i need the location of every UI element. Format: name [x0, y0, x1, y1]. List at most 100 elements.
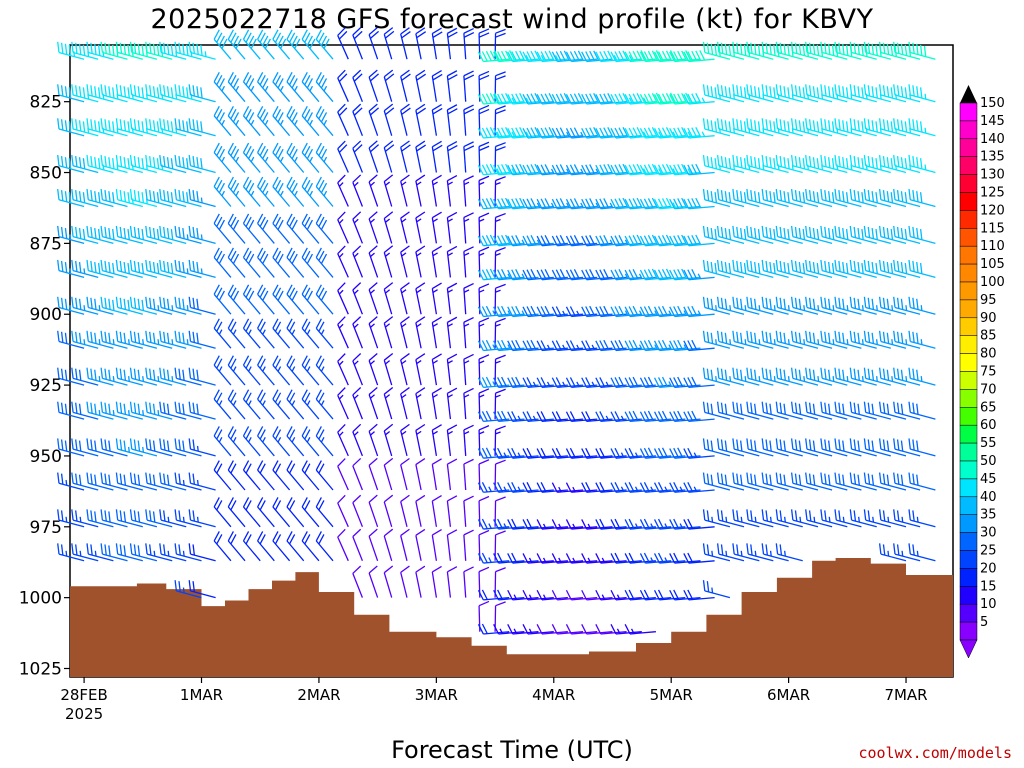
terrain-layer	[70, 558, 953, 677]
wind-barb	[286, 71, 305, 103]
wind-barb	[159, 401, 187, 420]
wind-barb	[732, 543, 760, 562]
wind-barb	[129, 367, 158, 386]
wind-barb	[129, 188, 158, 208]
wind-barb	[507, 235, 539, 247]
colorbar-swatch	[959, 389, 978, 408]
wind-barb	[257, 318, 275, 349]
colorbar-swatch	[959, 210, 978, 229]
wind-barb	[368, 140, 380, 173]
wind-barb	[565, 589, 598, 601]
wind-barb	[71, 188, 99, 208]
wind-barb	[383, 423, 394, 457]
wind-barb	[863, 188, 891, 208]
wind-barb	[849, 296, 877, 315]
wind-barb	[878, 188, 907, 208]
wind-barbs	[57, 27, 936, 635]
wind-barb	[775, 543, 803, 562]
wind-barb	[227, 318, 246, 349]
colorbar-label: 20	[980, 561, 997, 576]
wind-barb	[683, 127, 715, 139]
colorbar-label: 115	[980, 221, 1005, 236]
wind-barb	[761, 401, 789, 420]
wind-barb	[301, 213, 320, 244]
wind-barb	[174, 472, 202, 491]
wind-barb	[536, 164, 568, 176]
colorbar-label: 10	[980, 597, 997, 612]
wind-barb	[761, 296, 789, 315]
wind-barb	[213, 142, 232, 173]
wind-barb	[494, 601, 506, 632]
wind-barb	[669, 339, 701, 352]
colorbar-swatch	[959, 156, 978, 175]
wind-barb	[286, 497, 305, 528]
wind-barb	[352, 353, 364, 386]
wind-barb	[415, 458, 426, 491]
chart-title: 2025022718 GFS forecast wind profile (kt…	[150, 4, 873, 35]
wind-barb	[272, 247, 291, 278]
wind-barb	[227, 460, 246, 491]
wind-barb	[893, 472, 921, 491]
wind-barb	[368, 528, 379, 562]
wind-barb	[400, 103, 411, 136]
wind-barb	[71, 330, 99, 349]
wind-barb	[213, 71, 232, 103]
wind-barb	[702, 188, 731, 208]
wind-barb	[507, 339, 539, 352]
y-tick-label: 975	[30, 518, 62, 538]
wind-barb	[415, 140, 427, 173]
wind-barb	[159, 84, 187, 103]
wind-barb	[272, 355, 291, 386]
wind-barb	[761, 543, 789, 562]
wind-barb	[315, 29, 334, 60]
wind-barb	[145, 296, 173, 315]
colorbar-label: 65	[980, 400, 997, 415]
wind-barb	[400, 423, 410, 457]
wind-barb	[507, 624, 539, 635]
wind-barb	[624, 447, 656, 459]
wind-barb	[145, 472, 173, 491]
wind-barb	[188, 580, 216, 599]
x-axis-label: Forecast Time (UTC)	[391, 736, 633, 764]
wind-barb	[716, 259, 745, 279]
wind-barb	[732, 509, 760, 528]
wind-barb	[653, 518, 686, 530]
wind-barb	[174, 543, 202, 562]
wind-barb	[446, 70, 458, 102]
wind-barb	[805, 401, 833, 420]
wind-barb	[536, 340, 568, 352]
wind-barb	[863, 296, 891, 315]
wind-barb	[683, 269, 715, 281]
wind-barb	[115, 401, 143, 420]
wind-barb	[565, 235, 598, 247]
colorbar-label: 110	[980, 239, 1005, 254]
wind-barb	[129, 225, 158, 245]
colorbar-label: 70	[980, 382, 997, 397]
wind-barb	[257, 389, 275, 420]
wind-barb	[820, 41, 848, 60]
wind-barb	[820, 401, 848, 420]
colorbar-swatch	[959, 514, 978, 533]
colorbar-label: 80	[980, 347, 997, 362]
wind-barb	[100, 225, 128, 245]
wind-barb	[565, 164, 598, 176]
wind-barb	[400, 565, 410, 598]
wind-barb	[286, 213, 305, 244]
wind-barb	[301, 389, 320, 420]
colorbar-swatch	[959, 317, 978, 336]
wind-barb	[536, 50, 568, 63]
wind-barb	[477, 518, 510, 530]
x-tick-label: 2MAR	[297, 686, 340, 704]
wind-barb	[908, 41, 936, 60]
wind-barb	[57, 367, 85, 386]
wind-barb	[188, 84, 216, 103]
wind-barb	[746, 438, 774, 457]
wind-barb	[834, 330, 862, 349]
wind-barb	[257, 213, 275, 244]
wind-barb	[702, 472, 731, 491]
wind-barb	[746, 472, 774, 491]
wind-barb	[746, 296, 774, 315]
wind-barb	[129, 259, 158, 279]
wind-barb	[301, 105, 320, 137]
wind-barb	[446, 282, 458, 315]
